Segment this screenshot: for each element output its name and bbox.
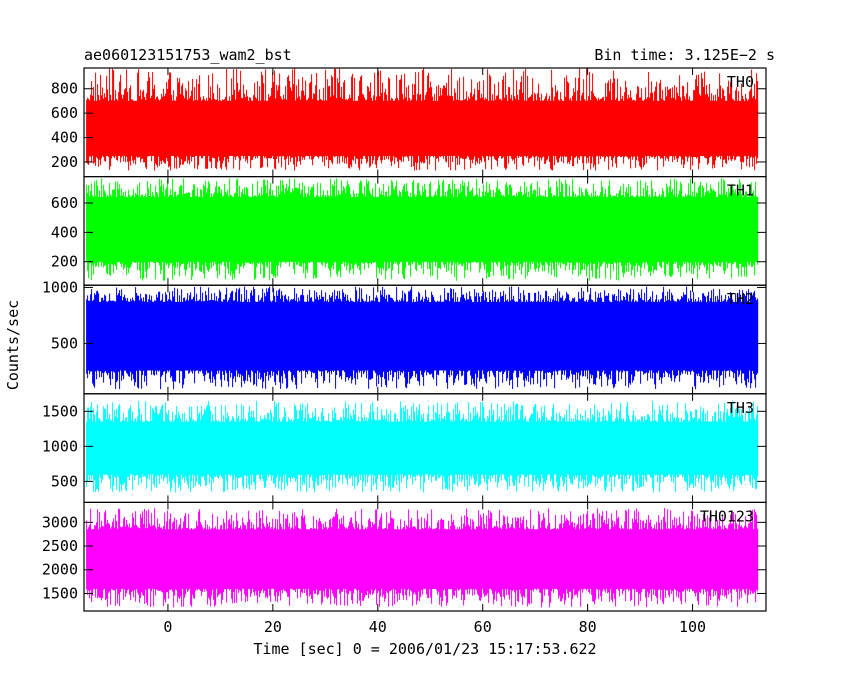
x-tick-label: 40 [369,618,387,636]
signal-th3 [86,400,759,493]
y-tick-label: 400 [51,223,78,241]
x-tick-label: 60 [474,618,492,636]
signal-spikes-th3 [86,400,759,493]
y-tick-label: 800 [51,80,78,98]
series-label-th0123: TH0123 [700,507,754,525]
y-tick-label: 500 [51,334,78,352]
y-tick-label: 2000 [42,561,78,579]
y-tick-label: 3000 [42,513,78,531]
series-label-th1: TH1 [727,182,754,200]
x-axis-label: Time [sec] 0 = 2006/01/23 15:17:53.622 [253,640,596,658]
signal-spikes-th0123 [86,508,759,608]
y-tick-label: 500 [51,472,78,490]
signal-th2 [86,286,759,390]
y-tick-label: 1000 [42,437,78,455]
series-label-th0: TH0 [727,73,754,91]
x-tick-label: 0 [163,618,172,636]
y-tick-label: 600 [51,194,78,212]
y-axis-label: Counts/sec [4,300,22,390]
signal-spikes-th2 [86,286,759,390]
y-tick-label: 2500 [42,537,78,555]
signal-spikes-th1 [86,178,759,281]
y-tick-label: 200 [51,253,78,271]
x-tick-label: 20 [264,618,282,636]
series-label-th3: TH3 [727,399,754,417]
signal-th0 [86,68,759,171]
y-tick-label: 1000 [42,278,78,296]
x-tick-label: 80 [579,618,597,636]
y-tick-label: 1500 [42,402,78,420]
y-tick-label: 1500 [42,584,78,602]
signal-spikes-th0 [86,68,759,171]
signal-th1 [86,178,759,281]
y-tick-label: 200 [51,153,78,171]
y-tick-label: 400 [51,129,78,147]
y-tick-label: 600 [51,104,78,122]
x-tick-label: 100 [679,618,706,636]
bin-time-label: Bin time: 3.125E−2 s [594,46,775,64]
plot-title: ae060123151753_wam2_bst [84,46,292,64]
series-label-th2: TH2 [727,290,754,308]
signal-th0123 [86,508,759,608]
panel-frame-th0123 [83,501,767,612]
